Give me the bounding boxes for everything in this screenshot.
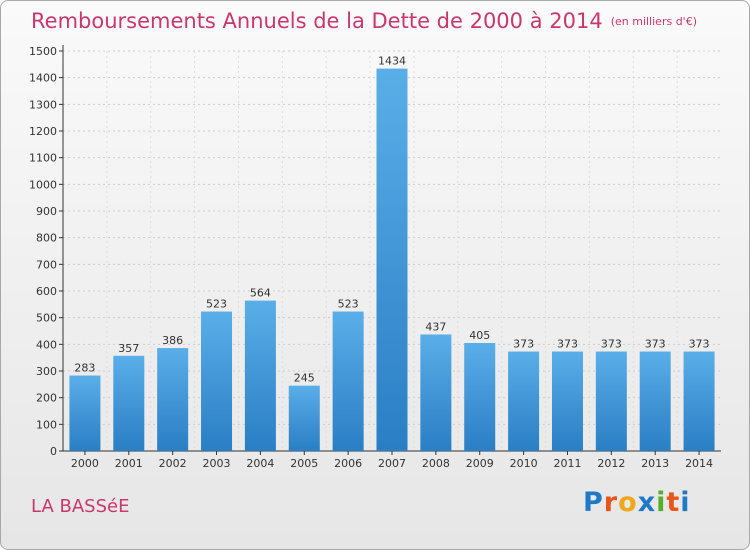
x-tick-label-2014: 2014 bbox=[685, 457, 713, 470]
y-tick-label: 600 bbox=[36, 285, 57, 298]
chart-title: Remboursements Annuels de la Dette de 20… bbox=[31, 9, 697, 33]
value-label-2010: 373 bbox=[513, 338, 534, 351]
y-tick-label: 1000 bbox=[29, 178, 57, 191]
y-tick-label: 1400 bbox=[29, 72, 57, 85]
bar-2003 bbox=[201, 311, 233, 451]
bar-2007 bbox=[376, 68, 408, 451]
bar-2008 bbox=[420, 334, 452, 451]
y-tick-label: 100 bbox=[36, 418, 57, 431]
value-label-2006: 523 bbox=[338, 298, 359, 311]
bar-2005 bbox=[288, 385, 320, 451]
bar-2009 bbox=[464, 343, 496, 451]
y-tick-label: 700 bbox=[36, 258, 57, 271]
bar-2010 bbox=[508, 351, 540, 451]
value-label-2003: 523 bbox=[206, 298, 227, 311]
logo-letter: i bbox=[656, 487, 667, 518]
x-tick-label-2004: 2004 bbox=[246, 457, 274, 470]
y-tick-label: 400 bbox=[36, 338, 57, 351]
city-name: LA BASSéE bbox=[31, 496, 130, 517]
x-tick-label-2009: 2009 bbox=[466, 457, 494, 470]
value-label-2011: 373 bbox=[557, 338, 578, 351]
y-tick-label: 1200 bbox=[29, 125, 57, 138]
bars bbox=[69, 68, 715, 451]
x-tick-label-2011: 2011 bbox=[553, 457, 581, 470]
y-tick-label: 800 bbox=[36, 232, 57, 245]
value-label-2014: 373 bbox=[689, 338, 710, 351]
logo-letter: i bbox=[680, 487, 691, 518]
y-tick-label: 1100 bbox=[29, 152, 57, 165]
bar-2011 bbox=[551, 351, 583, 451]
y-tick-label: 1300 bbox=[29, 98, 57, 111]
bar-2001 bbox=[113, 355, 145, 451]
value-label-2004: 564 bbox=[250, 287, 271, 300]
bar-2006 bbox=[332, 311, 364, 451]
x-tick-label-2012: 2012 bbox=[597, 457, 625, 470]
chart-title-text: Remboursements Annuels de la Dette de 20… bbox=[31, 9, 603, 33]
chart-unit: (en milliers d'€) bbox=[610, 15, 697, 28]
labels: 0 100 200 300 400 500 600 700 800 900 1000 1100 1200… bbox=[29, 45, 713, 470]
y-tick-label: 500 bbox=[36, 312, 57, 325]
y-tick-label: 200 bbox=[36, 392, 57, 405]
value-label-2001: 357 bbox=[118, 342, 139, 355]
value-label-2008: 437 bbox=[425, 320, 446, 333]
logo-letter: x bbox=[637, 487, 657, 518]
x-tick-label-2000: 2000 bbox=[71, 457, 99, 470]
bar-2012 bbox=[595, 351, 627, 451]
value-label-2007: 1434 bbox=[378, 55, 406, 68]
x-tick-label-2001: 2001 bbox=[115, 457, 143, 470]
logo-letter: P bbox=[583, 487, 604, 518]
bar-2014 bbox=[683, 351, 715, 451]
x-tick-label-2005: 2005 bbox=[290, 457, 318, 470]
x-tick-label-2010: 2010 bbox=[510, 457, 538, 470]
value-label-2002: 386 bbox=[162, 334, 183, 347]
value-label-2009: 405 bbox=[469, 329, 490, 342]
x-tick-label-2008: 2008 bbox=[422, 457, 450, 470]
bar-2000 bbox=[69, 375, 101, 451]
bar-2013 bbox=[639, 351, 671, 451]
logo-letter: r bbox=[603, 487, 619, 518]
logo-letter: t bbox=[666, 487, 681, 518]
y-tick-label: 900 bbox=[36, 205, 57, 218]
x-tick-label-2007: 2007 bbox=[378, 457, 406, 470]
bar-2004 bbox=[244, 300, 276, 451]
grid-lines bbox=[63, 50, 721, 451]
y-tick-label: 1500 bbox=[29, 45, 57, 58]
value-label-2005: 245 bbox=[294, 372, 315, 385]
y-tick-label: 300 bbox=[36, 365, 57, 378]
x-tick-label-2006: 2006 bbox=[334, 457, 362, 470]
y-tick-label: 0 bbox=[50, 445, 57, 458]
value-label-2012: 373 bbox=[601, 338, 622, 351]
proxiti-logo: Proxiti bbox=[583, 487, 691, 518]
value-label-2000: 283 bbox=[74, 362, 95, 375]
x-tick-label-2003: 2003 bbox=[203, 457, 231, 470]
bar-2002 bbox=[157, 348, 189, 451]
x-tick-label-2002: 2002 bbox=[159, 457, 187, 470]
value-label-2013: 373 bbox=[645, 338, 666, 351]
x-tick-label-2013: 2013 bbox=[641, 457, 669, 470]
logo-letter: o bbox=[618, 487, 638, 518]
